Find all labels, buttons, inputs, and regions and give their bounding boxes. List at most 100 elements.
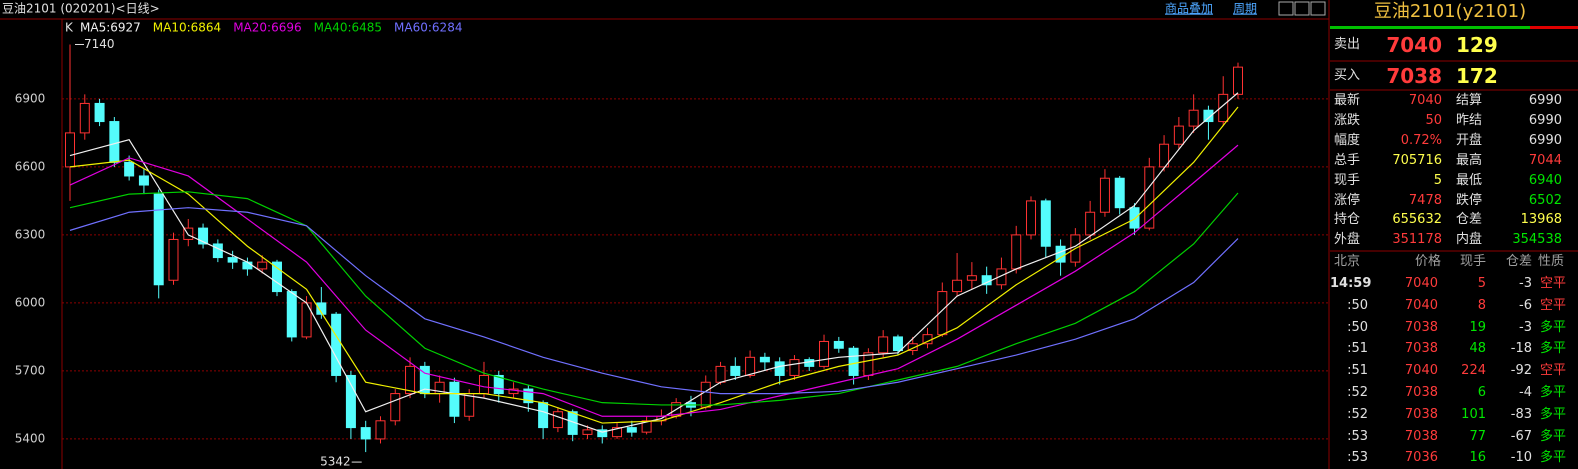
chart: 豆油2101 (020201)<日线> 商品叠加 周期 K 5400 5700 60… [0, 0, 1330, 469]
candle-body [316, 302, 327, 315]
tick-oi-change: -3 [1519, 276, 1532, 291]
candle-body [1099, 177, 1110, 213]
candle-body [952, 279, 963, 293]
candle-body [94, 102, 105, 123]
panel-lines [1330, 26, 1578, 252]
candle-body [1218, 93, 1229, 123]
bar [1330, 26, 1530, 29]
tick-volume: 224 [1461, 363, 1486, 379]
candle-body [478, 374, 489, 395]
tick-volume: 101 [1461, 406, 1486, 422]
quote-label: 幅度 [1334, 132, 1361, 148]
ma-line [69, 92, 1239, 433]
tick-nature: 多平 [1540, 341, 1567, 357]
quote-value: 6990 [1528, 93, 1562, 108]
high-annotation: 7140 [84, 37, 115, 51]
quote-value: 655632 [1392, 212, 1442, 228]
candle-body [242, 261, 253, 270]
candle-body [523, 388, 534, 404]
tick-nature: 多平 [1540, 428, 1567, 444]
candle-body [626, 427, 637, 433]
tick-volume: 5 [1477, 276, 1486, 291]
quote-value: 705716 [1392, 152, 1442, 168]
candle-body [1203, 109, 1214, 123]
candle-body [331, 313, 342, 376]
y-tick-label: 5700 [15, 363, 46, 377]
tick-time: 14:59 [1330, 276, 1372, 291]
candle-body [878, 336, 889, 354]
candle-body [745, 356, 756, 376]
y-tick-label: 5400 [15, 431, 46, 445]
candle-body [996, 268, 1007, 286]
tick-nature: 空平 [1540, 276, 1567, 291]
y-tick-label: 6300 [15, 227, 46, 241]
quote-value: 5 [1433, 172, 1442, 188]
bid-price: 7038 [1386, 64, 1442, 88]
tick-price: 7040 [1404, 276, 1438, 291]
overlay-button[interactable]: 商品叠加 [1165, 1, 1213, 16]
candle-body [405, 365, 416, 395]
quote-label: 跌停 [1456, 192, 1483, 208]
ask-price: 7040 [1386, 33, 1442, 57]
tick-header: 北京 [1334, 254, 1361, 269]
tick-price: 7040 [1404, 297, 1438, 313]
tick-time: :51 [1347, 363, 1368, 379]
bid-label: 买入 [1334, 68, 1361, 83]
candle-body [464, 393, 475, 417]
quote-label: 昨结 [1456, 112, 1483, 128]
candle-body [759, 356, 770, 363]
quote-label: 总手 [1334, 152, 1361, 168]
tick-oi-change: -18 [1510, 341, 1532, 357]
icon-button[interactable] [1294, 1, 1310, 16]
quote-value: 354538 [1512, 232, 1562, 248]
tick-price: 7038 [1404, 341, 1438, 357]
candle-body [804, 359, 815, 367]
ask-label: 卖出 [1334, 37, 1361, 52]
quote-label: 持仓 [1334, 212, 1361, 228]
tick-header: 价格 [1414, 254, 1441, 269]
bid-volume: 172 [1456, 64, 1498, 88]
candle-body [1085, 211, 1096, 236]
tick-volume: 19 [1469, 319, 1486, 335]
tick-price: 7036 [1404, 450, 1438, 466]
candle-body [730, 365, 741, 376]
candle-body [1129, 207, 1140, 229]
candle-body [863, 352, 874, 376]
candle-body [153, 193, 164, 286]
candle-body [582, 429, 593, 435]
period-button[interactable]: 周期 [1233, 2, 1257, 16]
quote-value: 6940 [1528, 172, 1562, 188]
candle-body [493, 374, 504, 395]
tick-price: 7038 [1404, 428, 1438, 444]
icon-button[interactable] [1278, 1, 1294, 16]
candle-body [508, 388, 519, 395]
quote-value: 7044 [1528, 152, 1562, 168]
quote-label: 最高 [1456, 152, 1483, 168]
y-tick-label: 6000 [15, 295, 46, 309]
quote-label: 现手 [1334, 172, 1361, 188]
candle-body [124, 161, 135, 177]
icon-button[interactable] [1310, 1, 1326, 16]
tick-header: 性质 [1538, 254, 1565, 269]
quote-value: 6990 [1528, 132, 1562, 148]
candle-body [198, 227, 209, 245]
tick-oi-change: -10 [1510, 450, 1532, 466]
candle-body [1026, 200, 1037, 236]
tick-time: :51 [1347, 341, 1368, 357]
ma-line [69, 207, 1239, 395]
candle-body [345, 374, 356, 429]
quote-panel: 豆油2101(y2101) 卖出 7040 129 买入 7038 172 最新… [1330, 0, 1578, 469]
quote-value: 6990 [1528, 112, 1562, 128]
candle-body [109, 121, 120, 163]
quote-label: 涨停 [1334, 192, 1361, 208]
tick-time: :52 [1347, 385, 1368, 400]
quote-label: 仓差 [1456, 212, 1483, 228]
legend-entry: MA40:6485 [314, 21, 382, 35]
tick-time: :52 [1347, 406, 1368, 422]
candle-body [390, 393, 401, 422]
quote-value: 13968 [1520, 212, 1562, 228]
chart-title: 豆油2101 (020201)<日线> [2, 2, 160, 16]
tick-oi-change: -67 [1510, 428, 1532, 444]
tick-volume: 77 [1469, 428, 1486, 444]
